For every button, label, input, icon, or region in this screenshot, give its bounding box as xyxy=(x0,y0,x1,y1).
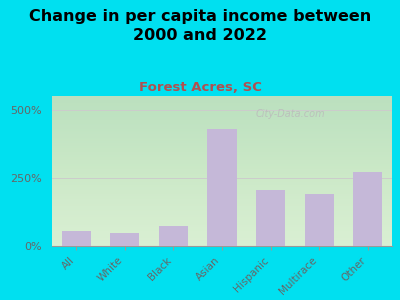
Text: Forest Acres, SC: Forest Acres, SC xyxy=(138,81,262,94)
Bar xyxy=(304,194,334,246)
Text: Change in per capita income between
2000 and 2022: Change in per capita income between 2000… xyxy=(29,9,371,43)
Bar xyxy=(110,233,140,246)
Bar xyxy=(208,129,236,246)
Bar xyxy=(353,172,382,246)
Bar xyxy=(256,190,285,246)
Bar xyxy=(62,231,91,246)
Text: City-Data.com: City-Data.com xyxy=(255,109,325,119)
Bar xyxy=(159,226,188,246)
